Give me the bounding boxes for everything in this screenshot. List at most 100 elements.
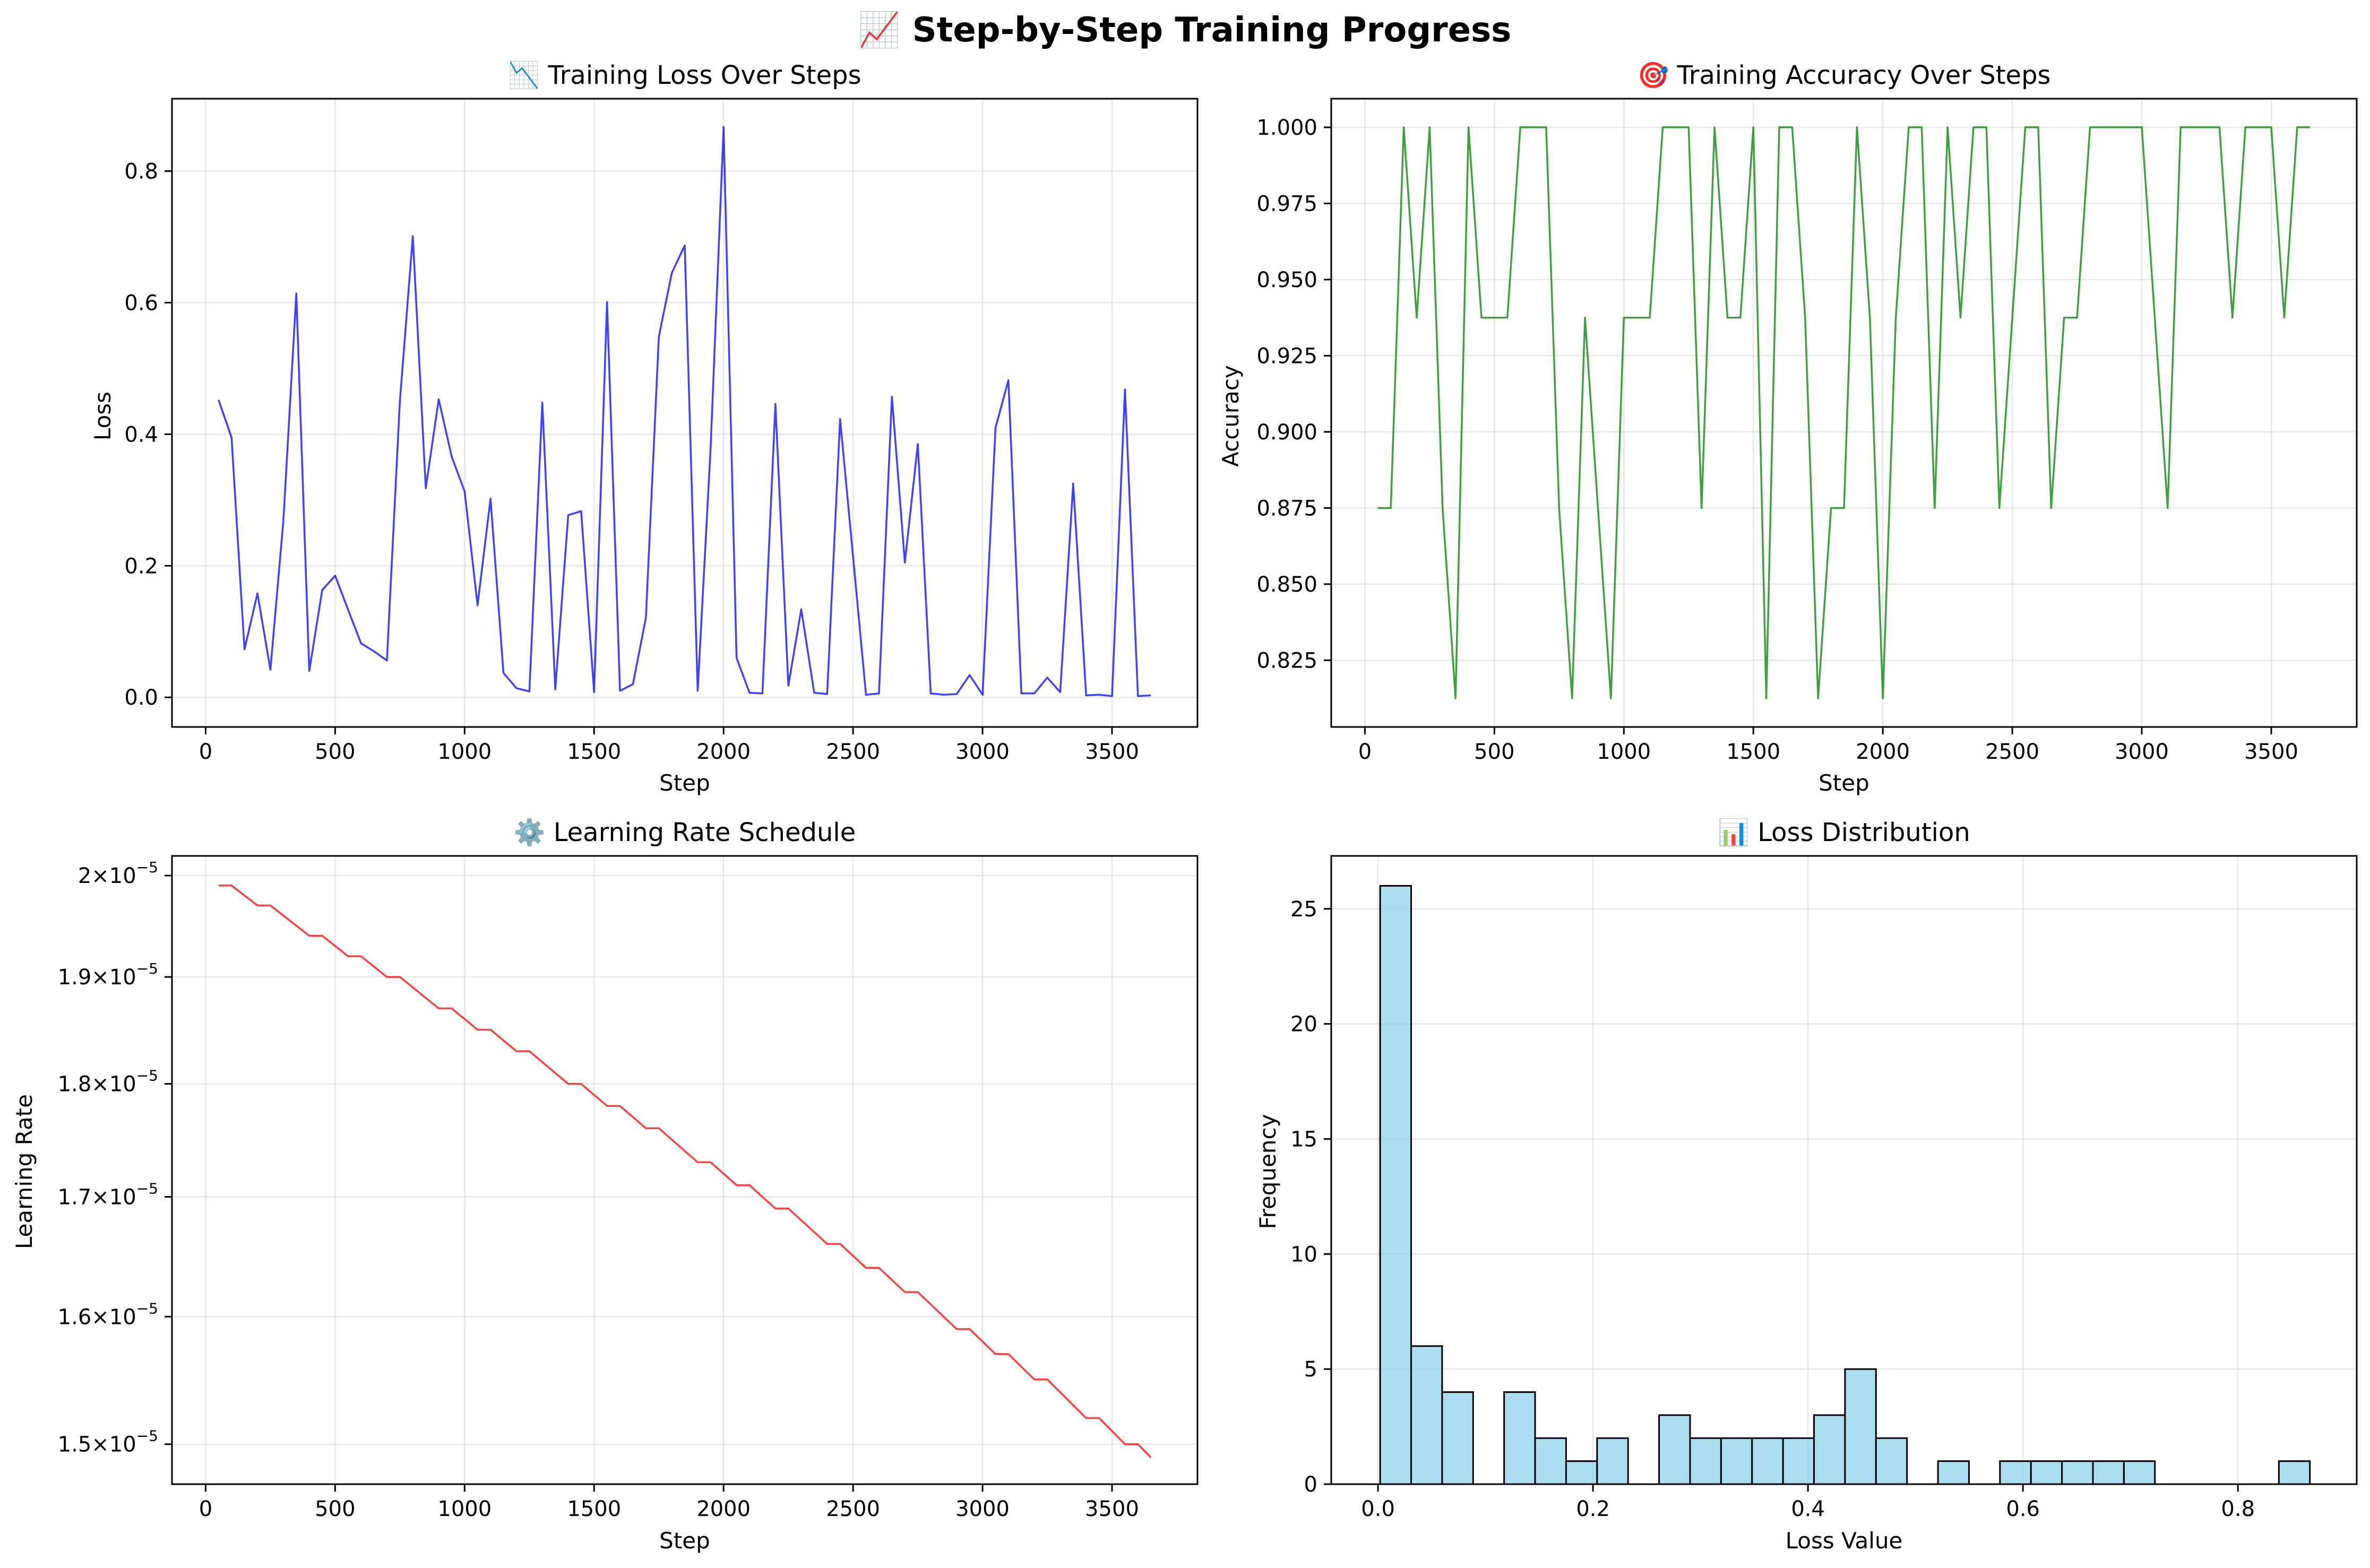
y-axis-label-training-loss: Loss — [90, 392, 116, 440]
y-tick-label: 25 — [1290, 897, 1317, 922]
histogram-bar — [1720, 1437, 1753, 1485]
y-tick-label: 10 — [1290, 1242, 1317, 1267]
histogram-bar — [1565, 1460, 1598, 1485]
y-tick-label: 0.825 — [1256, 648, 1317, 673]
x-tick-label: 3000 — [2115, 740, 2169, 764]
x-tick-label: 0.6 — [2006, 1497, 2040, 1521]
y-tick-label: 0.875 — [1256, 496, 1317, 521]
x-tick-label: 3500 — [1085, 740, 1139, 764]
axes-frame-training-loss — [171, 98, 1199, 728]
x-tick-label: 1000 — [437, 1497, 492, 1521]
x-tick-label: 0.0 — [1361, 1497, 1395, 1521]
x-tick-label: 1500 — [1726, 740, 1780, 764]
x-tick-label: 0 — [199, 740, 212, 764]
panel-training-accuracy: 🎯 Training Accuracy Over Steps Step Accu… — [1218, 60, 2051, 796]
histogram-bar — [1875, 1437, 1908, 1485]
x-tick-label: 2000 — [696, 1497, 751, 1521]
panel-title-training-accuracy: 🎯 Training Accuracy Over Steps — [1637, 60, 2050, 90]
histogram-bar — [1813, 1414, 1846, 1485]
y-tick-label: 0.8 — [124, 159, 158, 184]
x-tick-label: 2000 — [1856, 740, 1910, 764]
y-tick-label: 2×10−5​ — [78, 859, 158, 888]
y-tick-label: 5 — [1304, 1357, 1317, 1382]
plot-area-loss-distribution: 0.0 0.2 0.4 0.6 0.8 0 5 10 15 20 25 — [1290, 855, 2358, 1521]
axes-frame-learning-rate — [171, 855, 1199, 1485]
y-tick-label: 1.000 — [1256, 116, 1317, 140]
x-tick-label: 2500 — [826, 1497, 880, 1521]
histogram-bar — [1844, 1368, 1877, 1485]
x-tick-label: 0.2 — [1576, 1497, 1610, 1521]
histogram-bar — [1782, 1437, 1815, 1485]
y-tick-label: 1.6×10−5​ — [58, 1300, 158, 1329]
figure-title: 📈 Step-by-Step Training Progress — [858, 11, 1512, 50]
axes-frame-training-accuracy — [1330, 98, 2358, 728]
series-line-training-loss — [218, 126, 1151, 697]
y-tick-label: 1.5×10−5​ — [58, 1427, 158, 1457]
y-tick-label: 1.7×10−5​ — [58, 1180, 158, 1209]
x-tick-label: 0 — [199, 1497, 212, 1521]
y-tick-label: 0.4 — [124, 422, 158, 447]
x-tick-label: 500 — [315, 740, 355, 764]
y-tick-label: 0.6 — [124, 291, 158, 315]
y-tick-label: 0 — [1304, 1472, 1317, 1497]
x-tick-label: 2500 — [826, 740, 880, 764]
x-tick-label: 1500 — [567, 740, 621, 764]
panel-training-loss: 📉 Training Loss Over Steps Step Loss — [90, 60, 861, 796]
x-tick-label: 0.8 — [2221, 1497, 2255, 1521]
histogram-bar — [2030, 1460, 2063, 1485]
histogram-bar — [1441, 1391, 1474, 1485]
histogram-bar — [1410, 1345, 1443, 1485]
x-tick-label: 3000 — [955, 1497, 1010, 1521]
histogram-bar — [2123, 1460, 2156, 1485]
y-tick-label: 1.8×10−5​ — [58, 1067, 158, 1097]
plot-area-training-loss: 0 500 1000 1500 2000 2500 3000 3500 0.0 0.2 0.4 0.6… — [124, 98, 1199, 764]
y-tick-label: 0.0 — [124, 686, 158, 710]
x-tick-label: 500 — [315, 1497, 355, 1521]
y-axis-label-training-accuracy: Accuracy — [1218, 365, 1244, 467]
y-tick-label: 1.9×10−5​ — [58, 960, 158, 990]
y-tick-label: 15 — [1290, 1127, 1317, 1151]
histogram-bar — [1534, 1437, 1567, 1485]
x-tick-label: 2000 — [696, 740, 751, 764]
histogram-bar — [1379, 885, 1412, 1485]
x-tick-label: 0 — [1358, 740, 1372, 764]
x-axis-label-training-accuracy: Step — [1819, 770, 1869, 796]
axes-frame-loss-distribution — [1330, 855, 2358, 1485]
series-line-learning-rate — [218, 884, 1152, 1458]
histogram-bar — [2061, 1460, 2094, 1485]
histogram-bar — [1751, 1437, 1784, 1485]
panel-title-training-loss: 📉 Training Loss Over Steps — [508, 60, 861, 90]
x-tick-label: 2500 — [1985, 740, 2039, 764]
x-tick-label: 1000 — [1597, 740, 1651, 764]
panel-title-learning-rate: ⚙️ Learning Rate Schedule — [514, 818, 856, 847]
histogram-bar — [1596, 1437, 1629, 1485]
x-tick-label: 3500 — [1085, 1497, 1139, 1521]
series-line-training-accuracy — [1377, 126, 2311, 699]
plot-area-training-accuracy: 0 500 1000 1500 2000 2500 3000 3500 0.825 0.850 0.… — [1256, 98, 2358, 764]
histogram-bar — [1999, 1460, 2032, 1485]
y-axis-label-learning-rate: Learning Rate — [11, 1094, 37, 1249]
y-tick-label: 0.900 — [1256, 420, 1317, 445]
panel-learning-rate: ⚙️ Learning Rate Schedule Step Learning … — [11, 818, 856, 1554]
x-axis-label-loss-distribution: Loss Value — [1786, 1528, 1903, 1554]
plot-area-learning-rate: 0 500 1000 1500 2000 2500 3000 3500 1.5×10−5​ 1.6… — [58, 855, 1199, 1521]
y-axis-label-loss-distribution: Frequency — [1255, 1114, 1281, 1229]
x-tick-label: 3000 — [955, 740, 1010, 764]
histogram-bar — [1937, 1460, 1970, 1485]
x-tick-label: 3500 — [2244, 740, 2298, 764]
x-axis-label-training-loss: Step — [659, 770, 710, 796]
x-tick-label: 0.4 — [1791, 1497, 1825, 1521]
y-tick-label: 0.950 — [1256, 268, 1317, 292]
x-tick-label: 500 — [1474, 740, 1514, 764]
histogram-bar — [1689, 1437, 1722, 1485]
y-tick-label: 0.975 — [1256, 192, 1317, 216]
y-tick-label: 0.2 — [124, 554, 158, 578]
x-axis-label-learning-rate: Step — [659, 1528, 710, 1554]
histogram-bar — [1503, 1391, 1536, 1485]
x-tick-label: 1000 — [437, 740, 492, 764]
y-tick-label: 0.925 — [1256, 344, 1317, 368]
y-tick-label: 20 — [1290, 1012, 1317, 1037]
x-tick-label: 1500 — [567, 1497, 621, 1521]
y-tick-label: 0.850 — [1256, 573, 1317, 597]
